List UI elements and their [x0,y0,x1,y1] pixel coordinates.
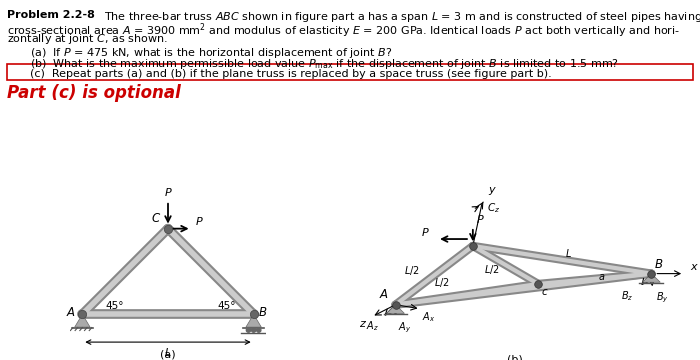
Text: $c$: $c$ [541,287,549,297]
Text: (a)  If $P$ = 475 kN, what is the horizontal displacement of joint $B$?: (a) If $P$ = 475 kN, what is the horizon… [30,46,393,60]
Text: $B_y$: $B_y$ [656,290,669,305]
Polygon shape [643,274,660,282]
Text: $P$: $P$ [195,215,203,226]
Text: The three-bar truss $ABC$ shown in figure part a has a span $L$ = 3 m and is con: The three-bar truss $ABC$ shown in figur… [97,10,700,24]
Text: Problem 2.2-8: Problem 2.2-8 [7,10,95,20]
Text: $B$: $B$ [258,306,267,319]
Text: (c)  Repeat parts (a) and (b) if the plane truss is replaced by a space truss (s: (c) Repeat parts (a) and (b) if the plan… [30,69,552,79]
Text: $C$: $C$ [151,212,162,225]
Bar [7,64,693,80]
Text: $L$: $L$ [164,346,172,357]
Text: zontally at joint $C$, as shown.: zontally at joint $C$, as shown. [7,32,168,46]
Text: $L$: $L$ [565,247,572,259]
Text: Part (c) is optional: Part (c) is optional [7,84,181,102]
Text: cross-sectional area $A$ = 3900 mm$^2$ and modulus of elasticity $E$ = 200 GPa. : cross-sectional area $A$ = 3900 mm$^2$ a… [7,21,680,40]
Text: 45°: 45° [106,301,125,311]
Text: (a): (a) [160,349,176,359]
Text: $L/2$: $L/2$ [404,264,419,276]
Circle shape [251,328,256,332]
Text: $B$: $B$ [654,258,664,271]
Text: (b): (b) [507,355,522,360]
Circle shape [257,328,261,332]
Polygon shape [75,314,90,327]
Polygon shape [386,305,405,313]
Text: $A_x$: $A_x$ [422,310,435,324]
Text: $a$: $a$ [598,272,605,282]
Text: $A$: $A$ [379,288,389,301]
Polygon shape [246,314,261,327]
Text: $P$: $P$ [421,226,430,238]
Text: $A$: $A$ [66,306,76,319]
Text: $z$: $z$ [359,319,367,329]
Text: (b)  What is the maximum permissible load value $P_{\rm max}$ if the displacemen: (b) What is the maximum permissible load… [30,57,619,71]
Text: $P$: $P$ [164,186,172,198]
Text: 45°: 45° [217,301,236,311]
Text: $L/2$: $L/2$ [484,262,500,276]
Text: $B_z$: $B_z$ [621,289,634,303]
Text: $P$: $P$ [476,213,484,225]
Text: $A_z$: $A_z$ [366,320,379,333]
Text: $y$: $y$ [488,185,497,197]
Text: $L/2$: $L/2$ [434,276,449,289]
Circle shape [246,328,251,332]
Text: $C_z$: $C_z$ [486,201,500,215]
Text: $x$: $x$ [690,262,699,272]
Text: $A_y$: $A_y$ [398,320,412,335]
